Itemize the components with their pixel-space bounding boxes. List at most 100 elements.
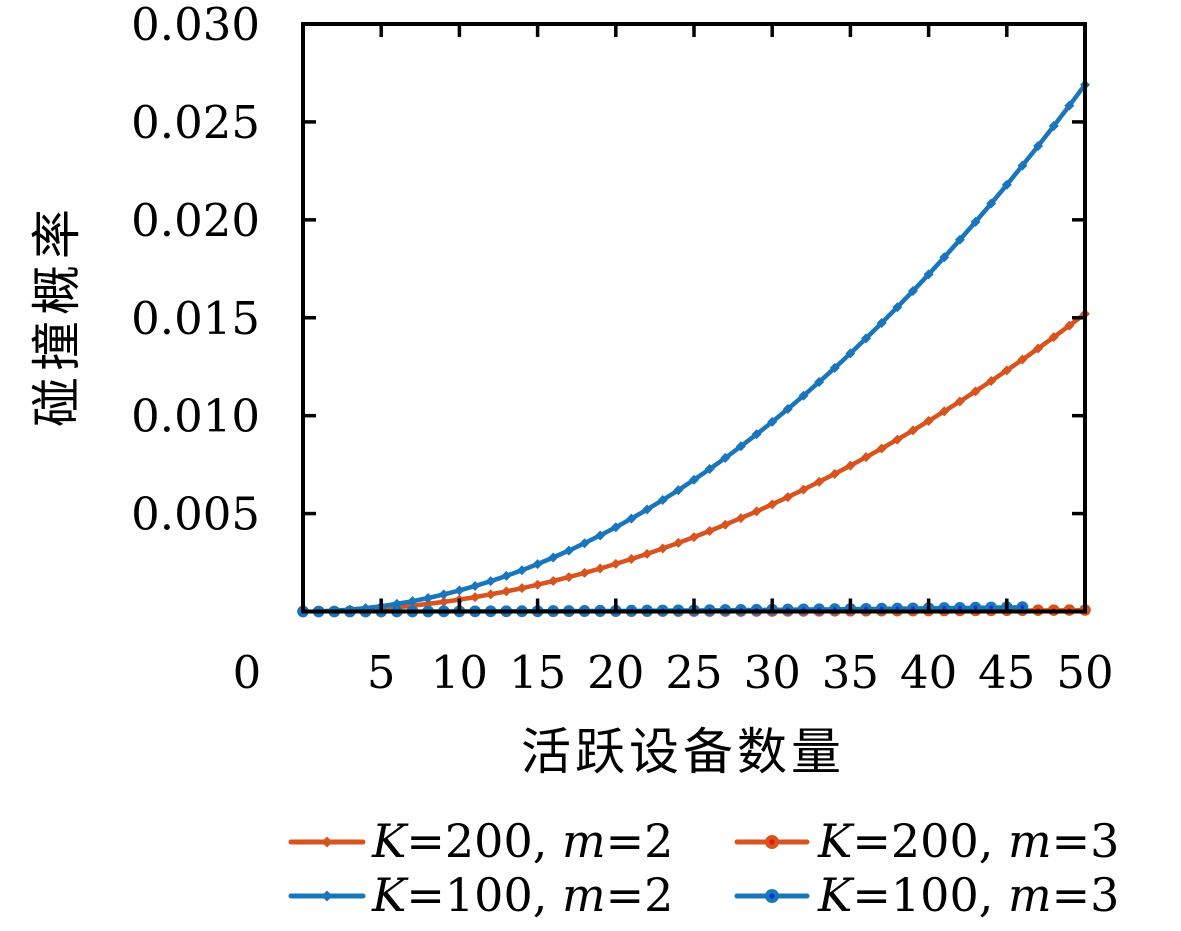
- diamond-marker: [516, 583, 527, 594]
- legend-entry: K=200, m=3: [734, 814, 1119, 868]
- diamond-marker: [861, 452, 872, 463]
- circle-marker-core: [957, 605, 962, 610]
- legend-label: K=100, m=2: [371, 868, 673, 922]
- circle-marker-core: [989, 605, 994, 610]
- diamond-marker: [1048, 121, 1059, 132]
- legend-entry: K=100, m=2: [288, 868, 673, 922]
- series-line-k-200-m-2: [316, 311, 1088, 614]
- diamond-marker: [1001, 179, 1012, 190]
- x-tick-label: 50: [1056, 646, 1113, 699]
- diamond-marker: [626, 513, 637, 524]
- diamond-marker: [454, 585, 465, 596]
- diamond-marker: [751, 506, 762, 517]
- diamond-marker: [1064, 320, 1075, 331]
- diamond-marker: [751, 429, 762, 440]
- diamond-marker: [845, 348, 856, 359]
- x-axis-title: 活跃设备数量: [521, 723, 845, 781]
- diamond-marker: [407, 596, 418, 607]
- diamond-marker: [516, 565, 527, 576]
- diamond-marker: [626, 553, 637, 564]
- diamond-marker: [814, 377, 825, 388]
- series-layer: [297, 79, 1091, 618]
- diamond-marker: [798, 484, 809, 495]
- diamond-marker: [782, 492, 793, 503]
- diamond-marker: [689, 532, 699, 543]
- diamond-marker: [1033, 141, 1044, 152]
- diamond-marker: [782, 404, 793, 415]
- circle-marker-core: [942, 605, 947, 610]
- diamond-marker: [954, 234, 965, 245]
- diamond-marker: [501, 570, 512, 581]
- x-tick-label: 10: [431, 646, 488, 699]
- x-tick-label: 35: [822, 646, 879, 699]
- diamond-marker: [829, 468, 840, 479]
- legend-diamond-marker: [321, 836, 333, 848]
- axis-titles: 活跃设备数量 碰撞概率: [28, 203, 845, 781]
- diamond-marker: [1017, 354, 1028, 365]
- diamond-marker: [939, 406, 950, 417]
- series-markers-k-100-m-2: [313, 79, 1090, 617]
- diamond-marker: [970, 216, 981, 227]
- legend-entry: K=200, m=2: [288, 814, 673, 868]
- diamond-marker: [892, 434, 903, 445]
- diamond-marker: [673, 537, 684, 548]
- diamond-marker: [829, 362, 840, 373]
- diamond-marker: [845, 460, 856, 471]
- circle-marker-core: [910, 606, 915, 611]
- diamond-marker: [720, 452, 731, 463]
- diamond-marker: [986, 375, 997, 386]
- legend-label: K=200, m=3: [817, 814, 1119, 868]
- series-markers-k-200-m-2: [313, 308, 1090, 617]
- diamond-marker: [954, 396, 965, 407]
- plot-frame: [301, 22, 1087, 614]
- diamond-marker: [704, 526, 715, 537]
- y-tick-label: 0.025: [131, 96, 260, 149]
- diamond-marker: [548, 552, 559, 563]
- diamond-marker: [657, 495, 668, 506]
- diamond-marker: [485, 589, 496, 600]
- legend: K=200, m=3 K=200, m=2K=100, m=2 K=100, m=3: [288, 814, 1119, 922]
- diamond-marker: [892, 302, 903, 313]
- diamond-marker: [970, 386, 981, 397]
- diamond-marker: [532, 579, 543, 590]
- diamond-marker: [689, 474, 699, 485]
- diamond-marker: [814, 476, 825, 487]
- diamond-marker: [595, 530, 606, 541]
- diamond-marker: [470, 581, 481, 592]
- y-tick-label: 0.005: [131, 488, 260, 541]
- diamond-marker: [720, 519, 731, 530]
- x-tick-label: 5: [367, 646, 396, 699]
- plot-border: [301, 22, 1087, 614]
- legend-circle-marker-core: [769, 839, 775, 845]
- legend-label: K=100, m=3: [817, 868, 1119, 922]
- diamond-marker: [861, 333, 872, 344]
- diamond-marker: [610, 558, 621, 569]
- diamond-marker: [1048, 332, 1059, 343]
- y-axis-title: 碰撞概率: [28, 203, 86, 427]
- diamond-marker: [1017, 160, 1028, 171]
- y-tick-label: 0.010: [131, 390, 260, 443]
- diamond-marker: [907, 285, 918, 296]
- diamond-marker: [923, 269, 934, 280]
- legend-diamond-marker: [321, 890, 333, 902]
- diamond-marker: [501, 586, 512, 597]
- diamond-marker: [642, 504, 653, 515]
- x-tick-label: 45: [978, 646, 1035, 699]
- axis-tick-labels: 0 5 10 15 20 25 30 35 40 45 50 0.005 0.010 0.015 0.020…: [131, 0, 1113, 699]
- legend-entry: K=100, m=3: [734, 868, 1119, 922]
- x-tick-label: 40: [900, 646, 957, 699]
- diamond-marker: [642, 548, 653, 559]
- legend-circle-marker-core: [769, 893, 775, 899]
- diamond-marker: [1064, 100, 1075, 111]
- x-tick-label: 20: [587, 646, 644, 699]
- diamond-marker: [923, 415, 934, 426]
- diamond-marker: [595, 563, 606, 574]
- diamond-marker: [423, 593, 434, 604]
- diamond-marker: [673, 485, 684, 496]
- diamond-marker: [579, 538, 590, 549]
- y-tick-label: 0.030: [131, 0, 260, 51]
- x-tick-label: 25: [665, 646, 722, 699]
- diamond-marker: [438, 596, 449, 607]
- diamond-marker: [532, 559, 543, 570]
